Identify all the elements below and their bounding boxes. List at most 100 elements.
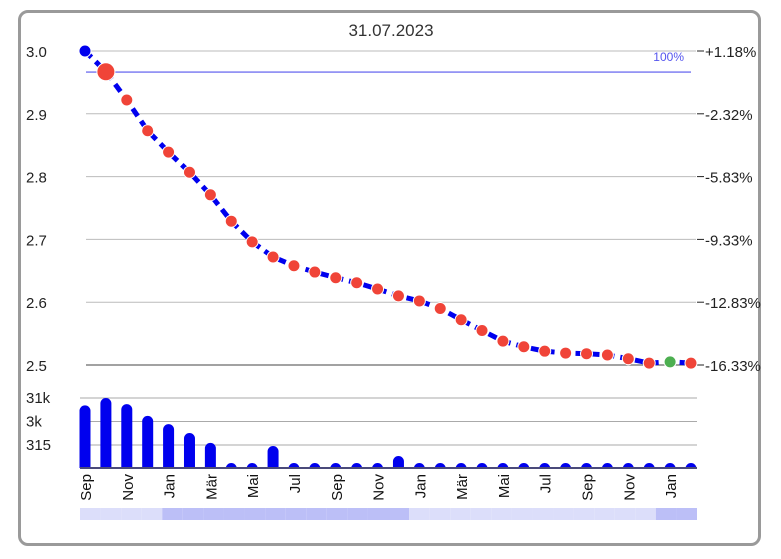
navigator-segment[interactable] [655, 508, 677, 520]
bar[interactable] [79, 405, 91, 468]
x-tick-label: Jan [412, 474, 429, 498]
data-point[interactable] [391, 289, 405, 303]
data-point[interactable] [287, 259, 301, 273]
navigator-segment[interactable] [491, 508, 512, 520]
navigator-segment[interactable] [470, 508, 492, 520]
bar[interactable] [392, 456, 404, 468]
data-point[interactable] [78, 44, 92, 58]
navigator-segment[interactable] [635, 508, 656, 520]
navigator-segment[interactable] [244, 508, 266, 520]
bar-y-tick-label: 31k [26, 390, 51, 407]
x-tick-label: Nov [371, 474, 388, 501]
navigator-segment[interactable] [573, 508, 595, 520]
y-tick-label: 2.7 [26, 232, 47, 249]
reference-line-label: 100% [653, 50, 684, 64]
navigator-segment[interactable] [326, 508, 348, 520]
navigator-segment[interactable] [450, 508, 471, 520]
data-point[interactable] [496, 334, 510, 348]
data-point[interactable] [475, 323, 489, 337]
x-tick-label: Mär [454, 474, 471, 500]
data-point[interactable] [120, 93, 134, 107]
data-point[interactable] [684, 356, 698, 370]
bar-y-tick-label: 3k [26, 414, 42, 431]
navigator-segment[interactable] [306, 508, 327, 520]
navigator-segment[interactable] [409, 508, 430, 520]
navigator-segment[interactable] [182, 508, 204, 520]
bar[interactable] [267, 446, 279, 468]
x-tick-label: Mai [496, 474, 513, 498]
y2-tick-label: -16.33% [705, 358, 761, 375]
y-tick-label: 3.0 [26, 44, 47, 61]
bar[interactable] [121, 404, 133, 468]
navigator-segment[interactable] [388, 508, 410, 520]
x-tick-label: Sep [329, 474, 346, 501]
navigator-segment[interactable] [614, 508, 636, 520]
navigator-segment[interactable] [162, 508, 183, 520]
series-line [83, 49, 692, 366]
data-point[interactable] [621, 352, 635, 366]
navigator-segment[interactable] [532, 508, 554, 520]
navigator-segment[interactable] [367, 508, 389, 520]
x-tick-label: Jan [162, 474, 179, 498]
data-point[interactable] [433, 301, 447, 315]
x-tick-label: Mär [203, 474, 220, 500]
data-point[interactable] [329, 271, 343, 285]
x-tick-label: Nov [120, 474, 137, 501]
data-point[interactable] [580, 347, 594, 361]
bar[interactable] [163, 424, 175, 468]
data-point[interactable] [371, 282, 385, 296]
data-point[interactable] [162, 145, 176, 159]
data-point[interactable] [600, 348, 614, 362]
data-point[interactable] [96, 62, 116, 82]
y2-tick-label: -12.83% [705, 295, 761, 312]
navigator-segment[interactable] [121, 508, 142, 520]
bar[interactable] [204, 442, 216, 468]
data-point[interactable] [538, 344, 552, 358]
y-tick-label: 2.8 [26, 170, 47, 187]
navigator-segment[interactable] [223, 508, 245, 520]
data-point[interactable] [245, 235, 259, 249]
bar[interactable] [142, 415, 154, 468]
y-tick-label: 2.6 [26, 295, 47, 312]
data-point[interactable] [412, 294, 426, 308]
navigator-segment[interactable] [347, 508, 368, 520]
navigator-segment[interactable] [553, 508, 574, 520]
navigator-segment[interactable] [594, 508, 615, 520]
navigator-segment[interactable] [285, 508, 307, 520]
x-tick-label: Jul [287, 474, 304, 493]
data-point[interactable] [182, 165, 196, 179]
y2-tick-label: -5.83% [705, 170, 753, 187]
data-point[interactable] [517, 340, 531, 354]
bar[interactable] [183, 433, 195, 468]
y2-tick-label: -2.32% [705, 107, 753, 124]
data-point[interactable] [350, 276, 364, 290]
data-point[interactable] [266, 250, 280, 264]
bar[interactable] [100, 398, 112, 468]
data-point[interactable] [663, 355, 677, 369]
x-tick-label: Jul [538, 474, 555, 493]
x-tick-label: Mai [245, 474, 262, 498]
data-point[interactable] [308, 265, 322, 279]
navigator-segment[interactable] [141, 508, 163, 520]
navigator-segment[interactable] [429, 508, 451, 520]
y-tick-label: 2.5 [26, 358, 47, 375]
y2-tick-label: +1.18% [705, 44, 756, 61]
x-tick-label: Sep [580, 474, 597, 501]
data-point[interactable] [642, 356, 656, 370]
navigator-segment[interactable] [203, 508, 224, 520]
data-point[interactable] [141, 124, 155, 138]
data-point[interactable] [224, 214, 238, 228]
navigator-segment[interactable] [265, 508, 286, 520]
x-tick-label: Nov [621, 474, 638, 501]
data-point[interactable] [203, 188, 217, 202]
bar-y-tick-label: 315 [26, 437, 51, 454]
navigator-segment[interactable] [80, 508, 101, 520]
navigator-segment[interactable] [100, 508, 122, 520]
data-point[interactable] [559, 346, 573, 360]
x-tick-label: Jan [663, 474, 680, 498]
navigator-segment[interactable] [511, 508, 533, 520]
x-tick-label: Sep [78, 474, 95, 501]
data-point[interactable] [454, 313, 468, 327]
navigator-segment[interactable] [676, 508, 697, 520]
